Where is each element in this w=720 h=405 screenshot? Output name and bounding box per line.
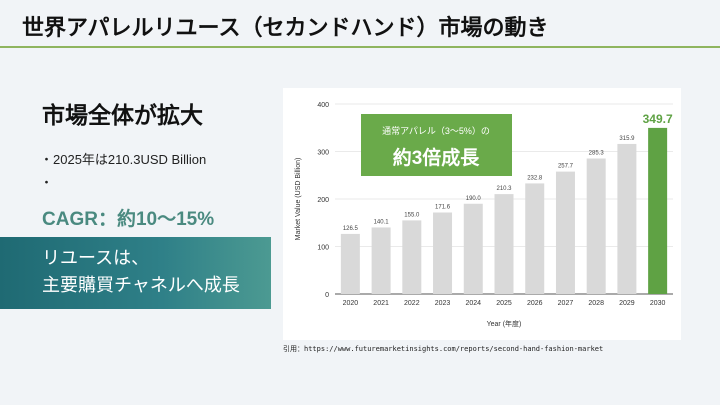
data-label: 190.0	[466, 196, 482, 202]
y-axis-label: Market Value (USD Billion)	[295, 158, 302, 241]
band-line-2: 主要購買チャネルへ成長	[42, 275, 240, 295]
citation: 引用：https://www.futuremarketinsights.com/…	[283, 345, 604, 353]
data-label: 257.7	[558, 164, 574, 170]
x-tick-label: 2022	[404, 300, 420, 307]
bar-chart: 0 100 200 300 400 126.5 2020 140.1 2021 155.0 2022…	[295, 102, 673, 328]
data-label: 210.3	[496, 186, 512, 192]
x-tick-label: 2026	[527, 300, 543, 307]
bullet-market-size: ・2025年は210.3USD Billion	[40, 152, 207, 167]
page-title: 世界アパレルリユース（セカンドハンド）市場の動き	[22, 15, 549, 40]
cagr-text: CAGR：約10〜15%	[42, 209, 215, 230]
bar	[340, 233, 360, 294]
bullet-empty: ・	[40, 175, 54, 190]
data-label: 140.1	[374, 219, 390, 225]
callout-line-1: 通常アパレル（3〜5%）の	[382, 125, 490, 136]
bar	[586, 158, 606, 294]
title-divider	[0, 46, 720, 48]
callout-box	[361, 114, 512, 176]
y-tick-label: 0	[325, 292, 329, 299]
data-label: 155.0	[404, 212, 420, 218]
x-tick-label: 2020	[343, 300, 359, 307]
x-tick-label: 2021	[373, 300, 389, 307]
data-label: 315.9	[619, 136, 635, 142]
band-line-1: リユースは、	[42, 248, 150, 268]
y-tick-label: 200	[317, 197, 329, 204]
bar	[402, 220, 422, 294]
data-label: 285.3	[589, 150, 605, 156]
x-tick-label: 2024	[465, 300, 481, 307]
data-label: 232.8	[527, 175, 543, 181]
chart-panel: 0 100 200 300 400 126.5 2020 140.1 2021 155.0 2022…	[283, 88, 681, 340]
bar	[494, 194, 514, 294]
bar	[463, 203, 483, 294]
highlight-band: リユースは、 主要購買チャネルへ成長	[0, 237, 271, 309]
x-tick-label: 2029	[619, 300, 635, 307]
x-tick-label: 2025	[496, 300, 512, 307]
data-label: 126.5	[343, 226, 359, 232]
y-tick-label: 400	[317, 102, 329, 109]
bar	[555, 171, 575, 294]
x-tick-label: 2023	[435, 300, 451, 307]
data-label: 349.7	[643, 112, 673, 126]
section-heading: 市場全体が拡大	[42, 102, 203, 128]
y-tick-label: 100	[317, 245, 329, 252]
data-label: 171.6	[435, 204, 451, 210]
bar	[371, 227, 391, 294]
x-tick-label: 2030	[650, 300, 666, 307]
bar	[648, 127, 668, 294]
callout-line-2: 約3倍成長	[393, 146, 481, 169]
x-tick-label: 2027	[558, 300, 574, 307]
y-tick-label: 300	[317, 150, 329, 157]
bar	[617, 143, 637, 294]
bar	[525, 183, 545, 294]
bar	[433, 212, 453, 294]
x-axis-label: Year (年度)	[487, 319, 522, 328]
x-tick-label: 2028	[588, 300, 604, 307]
